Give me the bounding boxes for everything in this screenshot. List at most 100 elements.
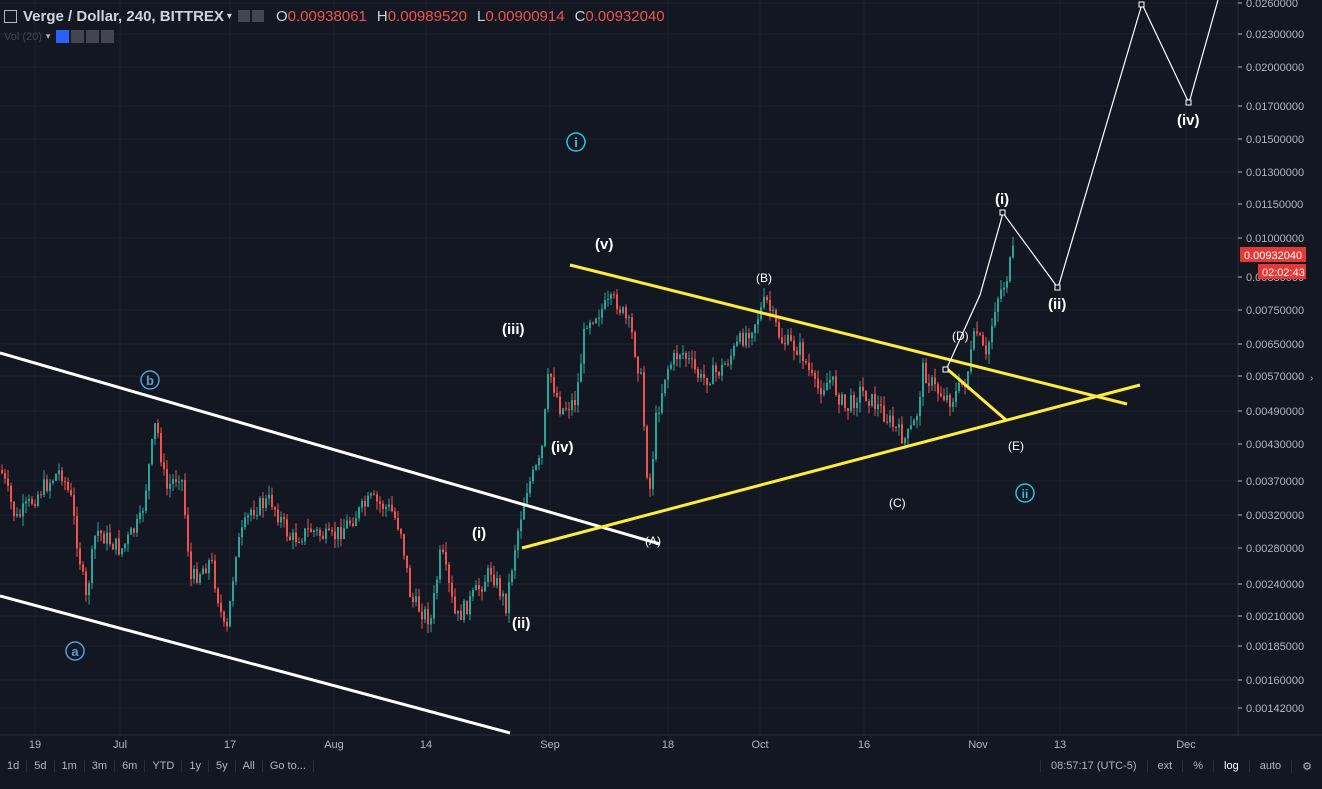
circled-label-b[interactable]: b xyxy=(140,370,160,390)
log-toggle[interactable]: log xyxy=(1213,760,1249,772)
circled-label-minor-ii[interactable]: ii xyxy=(1015,483,1035,503)
candle-body xyxy=(745,332,747,346)
projection-node[interactable] xyxy=(999,209,1006,216)
wave-label-C[interactable]: (C) xyxy=(889,496,906,510)
channel-upper-line[interactable] xyxy=(0,351,661,546)
chevron-down-icon[interactable]: ▾ xyxy=(45,31,51,41)
collapse-legend-icon[interactable] xyxy=(4,9,17,23)
triangle-lower-line[interactable] xyxy=(521,383,1141,550)
goto-date-button[interactable]: Go to... xyxy=(263,760,314,772)
chevron-down-icon[interactable]: ▾ xyxy=(226,10,232,22)
wave-label-ii[interactable]: (ii) xyxy=(512,615,530,632)
percent-toggle[interactable]: % xyxy=(1182,760,1213,772)
close-icon[interactable] xyxy=(101,30,115,43)
candle-body xyxy=(670,364,672,369)
candle-body xyxy=(295,532,297,543)
candle-body xyxy=(505,593,507,614)
circled-label-a[interactable]: a xyxy=(65,641,85,661)
wave-label-E[interactable]: (E) xyxy=(1008,439,1024,453)
price-axis[interactable]: 0.0260000 0.02300000 0.02000000 0.01700000 0… xyxy=(1237,0,1313,735)
wave-label-i[interactable]: (i) xyxy=(472,525,486,542)
candle-body xyxy=(850,395,852,411)
eye-icon[interactable] xyxy=(56,30,70,43)
candle-body xyxy=(313,530,315,533)
projection-node[interactable] xyxy=(1054,284,1061,291)
candle-body xyxy=(148,464,150,491)
scroll-arrow-icon[interactable]: › xyxy=(1310,373,1313,384)
symbol-title[interactable]: Verge / Dollar, 240, BITTREX xyxy=(23,7,224,25)
timeframe-1m[interactable]: 1m xyxy=(55,760,85,772)
timeframe-1d[interactable]: 1d xyxy=(0,760,28,772)
projection-node[interactable] xyxy=(1185,99,1192,106)
visibility-icon[interactable] xyxy=(237,10,250,22)
candle-body xyxy=(190,551,192,579)
candle-body xyxy=(748,332,750,339)
candle-body xyxy=(877,404,879,409)
wave-label-iii[interactable]: (iii) xyxy=(502,321,525,338)
candle-body xyxy=(469,596,471,615)
wave-label-A[interactable]: (A) xyxy=(645,534,661,548)
timeframe-6m[interactable]: 6m xyxy=(115,760,146,772)
candle-body xyxy=(862,386,864,391)
candle-body xyxy=(43,479,45,495)
wave-label-proj-i[interactable]: (i) xyxy=(995,191,1009,208)
timeframe-ytd[interactable]: YTD xyxy=(145,760,183,772)
candle-body xyxy=(4,473,6,479)
channel-lower-line[interactable] xyxy=(0,594,511,735)
wave-label-D[interactable]: (D) xyxy=(952,329,969,343)
timeframe-5d[interactable]: 5d xyxy=(27,760,55,772)
projection-path[interactable] xyxy=(945,0,1219,371)
candle-body xyxy=(595,318,597,323)
timeframe-1y[interactable]: 1y xyxy=(182,760,209,772)
triangle-e-leg[interactable] xyxy=(945,366,1007,422)
candle-body xyxy=(382,503,384,510)
settings-icon[interactable] xyxy=(251,10,264,22)
candle-body xyxy=(544,409,546,446)
time-tick-label: 13 xyxy=(1054,739,1066,751)
candle-body xyxy=(604,300,606,309)
wave-label-proj-iv[interactable]: (iv) xyxy=(1177,112,1200,129)
candle-body xyxy=(586,328,588,330)
candle-body xyxy=(583,328,585,364)
projection-node[interactable] xyxy=(942,366,949,373)
candle-body xyxy=(1003,287,1005,290)
gear-icon[interactable] xyxy=(71,30,85,43)
candle-body xyxy=(703,374,705,378)
candle-body xyxy=(727,363,729,365)
gear-icon[interactable]: ⚙ xyxy=(1291,759,1322,773)
candle-body xyxy=(451,582,453,597)
candle-body xyxy=(436,579,438,594)
triangle-upper-line[interactable] xyxy=(569,263,1128,406)
wave-label-v[interactable]: (v) xyxy=(595,236,613,253)
candle-body xyxy=(574,400,576,406)
candle-body xyxy=(643,372,645,427)
circled-label-minor-i[interactable]: i xyxy=(566,132,586,152)
candle-body xyxy=(88,583,90,595)
wave-label-proj-ii[interactable]: (ii) xyxy=(1048,296,1066,313)
time-axis[interactable]: 19 Jul 17 Aug 14 Sep 18 Oct 16 Nov 13 Dec xyxy=(0,734,1322,751)
ext-toggle[interactable]: ext xyxy=(1146,760,1183,772)
candle-body xyxy=(463,600,465,620)
wave-label-B[interactable]: (B) xyxy=(756,271,772,285)
volume-label[interactable]: Vol (20) xyxy=(4,30,42,43)
timeframe-all[interactable]: All xyxy=(236,760,263,772)
candle-body xyxy=(706,377,708,385)
projection-node[interactable] xyxy=(1138,1,1145,8)
wave-label-iv[interactable]: (iv) xyxy=(551,439,574,456)
plus-icon[interactable] xyxy=(86,30,100,43)
price-tick-label: 0.01150000 xyxy=(1246,199,1303,211)
time-tick-label: Sep xyxy=(540,739,560,751)
candle-body xyxy=(871,393,873,406)
candle-body xyxy=(124,543,126,549)
candle-body xyxy=(112,544,114,550)
candle-body xyxy=(529,481,531,494)
candle-body xyxy=(460,610,462,620)
timeframe-3m[interactable]: 3m xyxy=(85,760,116,772)
candle-body xyxy=(793,340,795,351)
candle-body xyxy=(79,548,81,565)
timeframe-5y[interactable]: 5y xyxy=(209,760,236,772)
clock-display[interactable]: 08:57:17 (UTC-5) xyxy=(1039,760,1147,772)
auto-toggle[interactable]: auto xyxy=(1248,760,1291,772)
